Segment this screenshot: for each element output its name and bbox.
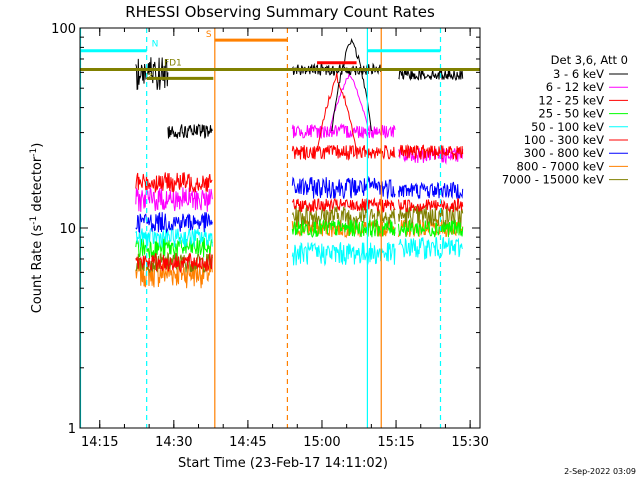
y-axis-label: Count Rate (s-1 detector-1)	[29, 143, 45, 314]
y-axis-label-exp2: -1	[29, 148, 39, 157]
series-line-4	[135, 226, 464, 267]
x-tick-label-4: 15:15	[377, 435, 414, 450]
flag-label-3: S	[206, 30, 212, 40]
series-line-0	[135, 57, 464, 139]
legend-label-5: 100 - 300 keV	[524, 133, 604, 147]
legend-label-3: 25 - 50 keV	[538, 107, 604, 121]
axis-layer: 14:15 14:30 14:45 15:00 15:15 15:30 1 10 100	[51, 22, 489, 450]
series-line-2	[135, 143, 464, 194]
y-axis-label-mid: detector	[30, 156, 45, 216]
series-peak-1	[328, 71, 370, 132]
series-line-1	[135, 123, 464, 212]
legend-label-0: 3 - 6 keV	[553, 67, 604, 81]
series-peak-2	[316, 72, 357, 153]
x-tick-label-3: 15:00	[303, 435, 340, 450]
x-tick-label-5: 15:30	[451, 435, 488, 450]
y-tick-label-2: 100	[51, 22, 76, 37]
y-axis-label-exp1: -1	[29, 216, 39, 225]
y-axis-label-main: Count Rate (s	[30, 225, 45, 314]
x-tick-label-1: 14:30	[155, 435, 192, 450]
x-tick-label-2: 14:45	[229, 435, 266, 450]
chart-title: RHESSI Observing Summary Count Rates	[125, 3, 435, 21]
x-tick-label-0: 14:15	[81, 435, 118, 450]
x-axis-label: Start Time (23-Feb-17 14:11:02)	[178, 456, 388, 471]
y-tick-label-0: 1	[68, 422, 76, 437]
legend-label-8: 7000 - 15000 keV	[502, 173, 604, 187]
legend-label-6: 300 - 800 keV	[524, 146, 604, 160]
legend-label-7: 800 - 7000 keV	[516, 159, 604, 173]
flag-label-0: N	[152, 39, 159, 49]
flag-label-2: Z	[147, 73, 153, 83]
series-line-5	[135, 197, 464, 274]
series-line-3	[135, 218, 464, 259]
series-line-6	[135, 175, 464, 234]
y-axis-label-end: )	[30, 143, 45, 148]
legend-header: Det 3,6, Att 0	[551, 53, 628, 67]
data-layer	[135, 37, 464, 289]
flag-label-1: FD1	[164, 58, 182, 68]
series-peak-0	[331, 37, 372, 132]
legend-label-4: 50 - 100 keV	[531, 120, 604, 134]
y-tick-label-1: 10	[59, 222, 76, 237]
legend-label-2: 12 - 25 keV	[538, 93, 604, 107]
datestamp: 2-Sep-2022 03:09	[564, 467, 636, 476]
legend-label-1: 6 - 12 keV	[546, 80, 604, 94]
